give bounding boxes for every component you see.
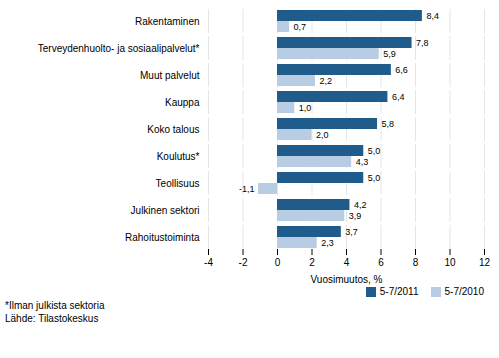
svg-text:3,9: 3,9 xyxy=(349,211,362,221)
svg-text:Rahoitustoiminta: Rahoitustoiminta xyxy=(125,232,200,243)
svg-text:7,8: 7,8 xyxy=(416,38,429,48)
svg-text:Rakentaminen: Rakentaminen xyxy=(135,16,199,27)
svg-text:6,4: 6,4 xyxy=(392,92,405,102)
html-text:*Ilman julkista sektoria: *Ilman julkista sektoria xyxy=(5,300,105,311)
svg-text:Terveydenhuolto- ja sosiaalipa: Terveydenhuolto- ja sosiaalipalvelut* xyxy=(38,43,200,54)
svg-text:5,0: 5,0 xyxy=(368,173,381,183)
svg-text:8: 8 xyxy=(413,257,419,268)
html-text:5-7/2010: 5-7/2010 xyxy=(444,286,484,297)
svg-text:6,6: 6,6 xyxy=(395,65,408,75)
svg-text:4,2: 4,2 xyxy=(354,200,367,210)
svg-text:1,0: 1,0 xyxy=(299,103,312,113)
svg-text:-1,1: -1,1 xyxy=(239,184,255,194)
svg-text:4,3: 4,3 xyxy=(356,157,369,167)
svg-text:5,9: 5,9 xyxy=(383,49,396,59)
html-text:5-7/2011: 5-7/2011 xyxy=(379,286,419,297)
svg-text:Teollisuus: Teollisuus xyxy=(156,178,200,189)
svg-text:12: 12 xyxy=(479,257,491,268)
svg-text:Julkinen sektori: Julkinen sektori xyxy=(131,205,200,216)
svg-text:Muut palvelut: Muut palvelut xyxy=(140,70,200,81)
svg-text:10: 10 xyxy=(444,257,456,268)
svg-text:Koulutus*: Koulutus* xyxy=(157,151,200,162)
svg-text:Vuosimuutos, %: Vuosimuutos, % xyxy=(311,274,383,285)
svg-text:0: 0 xyxy=(275,257,281,268)
svg-text:0,7: 0,7 xyxy=(294,22,307,32)
svg-text:2,3: 2,3 xyxy=(321,238,334,248)
svg-text:2,2: 2,2 xyxy=(319,76,332,86)
svg-text:-4: -4 xyxy=(204,257,213,268)
svg-text:8,4: 8,4 xyxy=(426,11,439,21)
svg-text:5,8: 5,8 xyxy=(382,119,395,129)
svg-text:2: 2 xyxy=(309,257,315,268)
svg-text:3,7: 3,7 xyxy=(345,227,358,237)
svg-text:4: 4 xyxy=(344,257,350,268)
svg-text:5,0: 5,0 xyxy=(368,146,381,156)
svg-text:2,0: 2,0 xyxy=(316,130,329,140)
svg-text:-2: -2 xyxy=(239,257,248,268)
svg-text:Koko talous: Koko talous xyxy=(147,124,199,135)
svg-text:Kauppa: Kauppa xyxy=(165,97,200,108)
svg-text:6: 6 xyxy=(378,257,384,268)
html-text:Lähde: Tilastokeskus: Lähde: Tilastokeskus xyxy=(5,313,99,324)
